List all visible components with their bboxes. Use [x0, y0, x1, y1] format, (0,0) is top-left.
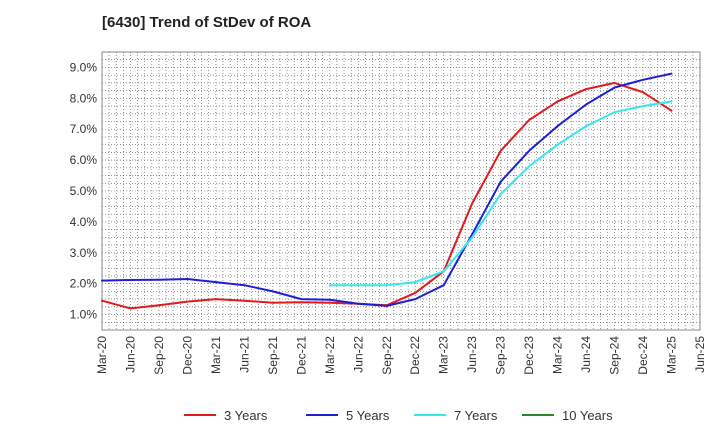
- legend-label-3-years: 3 Years: [224, 408, 268, 423]
- x-tick-label: Mar-25: [665, 336, 679, 374]
- x-tick-label: Sep-24: [608, 336, 622, 375]
- x-tick-label: Dec-22: [408, 336, 422, 375]
- y-tick-label: 6.0%: [70, 153, 98, 167]
- x-tick-label: Sep-21: [266, 336, 280, 375]
- plot-frame: [101, 51, 701, 331]
- y-tick-label: 2.0%: [70, 277, 98, 291]
- x-tick-label: Jun-20: [123, 336, 137, 373]
- x-tick-label: Dec-24: [636, 336, 650, 375]
- y-tick-label: 7.0%: [70, 122, 98, 136]
- series-line-7-years: [328, 100, 673, 287]
- y-tick-label: 5.0%: [70, 184, 98, 198]
- series-layer: [101, 72, 673, 310]
- x-tick-label: Jun-25: [693, 336, 707, 373]
- y-tick-label: 3.0%: [70, 246, 98, 260]
- legend-label-5-years: 5 Years: [346, 408, 390, 423]
- x-tick-label: Sep-20: [152, 336, 166, 375]
- y-tick-label: 9.0%: [70, 60, 98, 74]
- x-tick-label: Jun-22: [351, 336, 365, 373]
- y-tick-label: 1.0%: [70, 308, 98, 322]
- axis-labels: 1.0% 2.0% 3.0% 4.0% 5.0% 6.0% 7.0% 8.0% 9.0% Mar-…: [70, 60, 707, 374]
- y-tick-label: 4.0%: [70, 215, 98, 229]
- x-tick-label: Sep-22: [380, 336, 394, 375]
- x-tick-label: Mar-24: [551, 336, 565, 374]
- x-tick-label: Mar-22: [323, 336, 337, 374]
- x-tick-label: Mar-23: [437, 336, 451, 374]
- legend-label-7-years: 7 Years: [454, 408, 498, 423]
- legend-label-10-years: 10 Years: [562, 408, 613, 423]
- x-tick-label: Dec-21: [294, 336, 308, 375]
- x-tick-label: Jun-24: [579, 336, 593, 373]
- x-tick-label: Mar-20: [95, 336, 109, 374]
- x-tick-label: Dec-20: [180, 336, 194, 375]
- x-tick-label: Jun-21: [237, 336, 251, 373]
- x-tick-label: Jun-23: [465, 336, 479, 373]
- x-tick-label: Dec-23: [522, 336, 536, 375]
- grid-layer: [102, 52, 700, 330]
- x-tick-label: Sep-23: [494, 336, 508, 375]
- series-line-5-years: [101, 72, 673, 307]
- legend: 3 Years 5 Years 7 Years 10 Years: [184, 408, 613, 423]
- x-tick-label: Mar-21: [209, 336, 223, 374]
- chart-title: [6430] Trend of StDev of ROA: [102, 14, 312, 31]
- y-tick-label: 8.0%: [70, 91, 98, 105]
